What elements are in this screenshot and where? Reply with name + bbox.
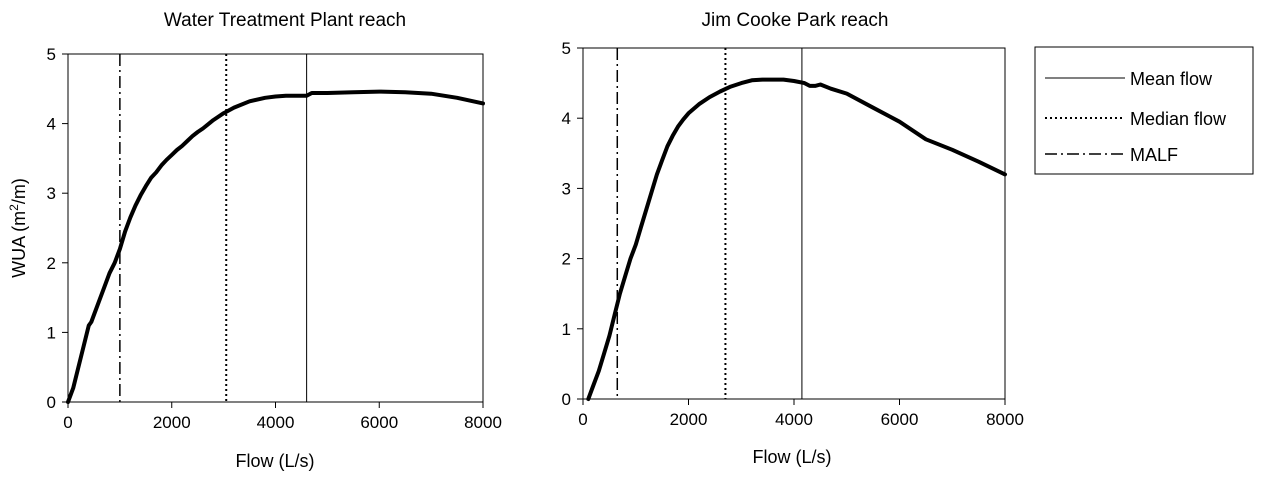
legend-label-mean-flow: Mean flow xyxy=(1130,69,1213,89)
y-tick-label: 0 xyxy=(47,393,56,412)
chart-water-treatment-plant: Water Treatment Plant reach Flow (L/s) W… xyxy=(7,10,502,471)
y-tick-label: 1 xyxy=(562,320,571,339)
legend-box xyxy=(1034,46,1254,175)
chart-jim-cooke-park: Jim Cooke Park reach Flow (L/s) 0 2000 400… xyxy=(562,10,1024,467)
x-tick-label: 2000 xyxy=(670,410,708,429)
plot-area: 0 2000 4000 6000 8000 0 1 2 3 4 5 xyxy=(47,45,502,432)
y-tick-label: 2 xyxy=(562,250,571,269)
x-tick-label: 8000 xyxy=(986,410,1024,429)
x-axis-label: Flow (L/s) xyxy=(752,447,831,467)
y-axis-label-superscript: 2 xyxy=(7,204,21,211)
series-line-wua xyxy=(66,89,485,404)
y-tick-label: 1 xyxy=(47,323,56,342)
legend: Mean flow Median flow MALF xyxy=(1034,46,1254,175)
y-tick-label: 3 xyxy=(47,184,56,203)
legend-label-malf: MALF xyxy=(1130,145,1178,165)
y-tick-label: 3 xyxy=(562,179,571,198)
y-tick-label: 2 xyxy=(47,254,56,273)
x-tick-label: 4000 xyxy=(775,410,813,429)
y-tick-label: 5 xyxy=(562,39,571,58)
x-tick-label: 0 xyxy=(578,410,587,429)
chart-title: Jim Cooke Park reach xyxy=(702,10,889,31)
x-tick-label: 2000 xyxy=(153,413,191,432)
y-axis-label-part: /m) xyxy=(9,178,29,204)
y-tick-label: 0 xyxy=(562,390,571,409)
x-tick-label: 0 xyxy=(63,413,72,432)
y-tick-label: 5 xyxy=(47,45,56,64)
y-tick-label: 4 xyxy=(47,115,56,134)
x-axis-label: Flow (L/s) xyxy=(235,451,314,471)
plot-area: 0 2000 4000 6000 8000 0 1 2 3 4 5 xyxy=(562,39,1024,429)
y-axis-label: WUA (m2/m) xyxy=(7,178,29,278)
x-tick-label: 4000 xyxy=(257,413,295,432)
legend-label-median-flow: Median flow xyxy=(1130,109,1227,129)
chart-title: Water Treatment Plant reach xyxy=(164,10,406,31)
plot-frame xyxy=(67,53,484,403)
y-axis-label-part: WUA (m xyxy=(9,211,29,278)
plot-frame xyxy=(582,47,1006,400)
y-tick-label: 4 xyxy=(562,109,571,128)
x-tick-label: 6000 xyxy=(360,413,398,432)
x-tick-label: 8000 xyxy=(464,413,502,432)
series-line-wua xyxy=(586,77,1007,401)
x-tick-label: 6000 xyxy=(881,410,919,429)
